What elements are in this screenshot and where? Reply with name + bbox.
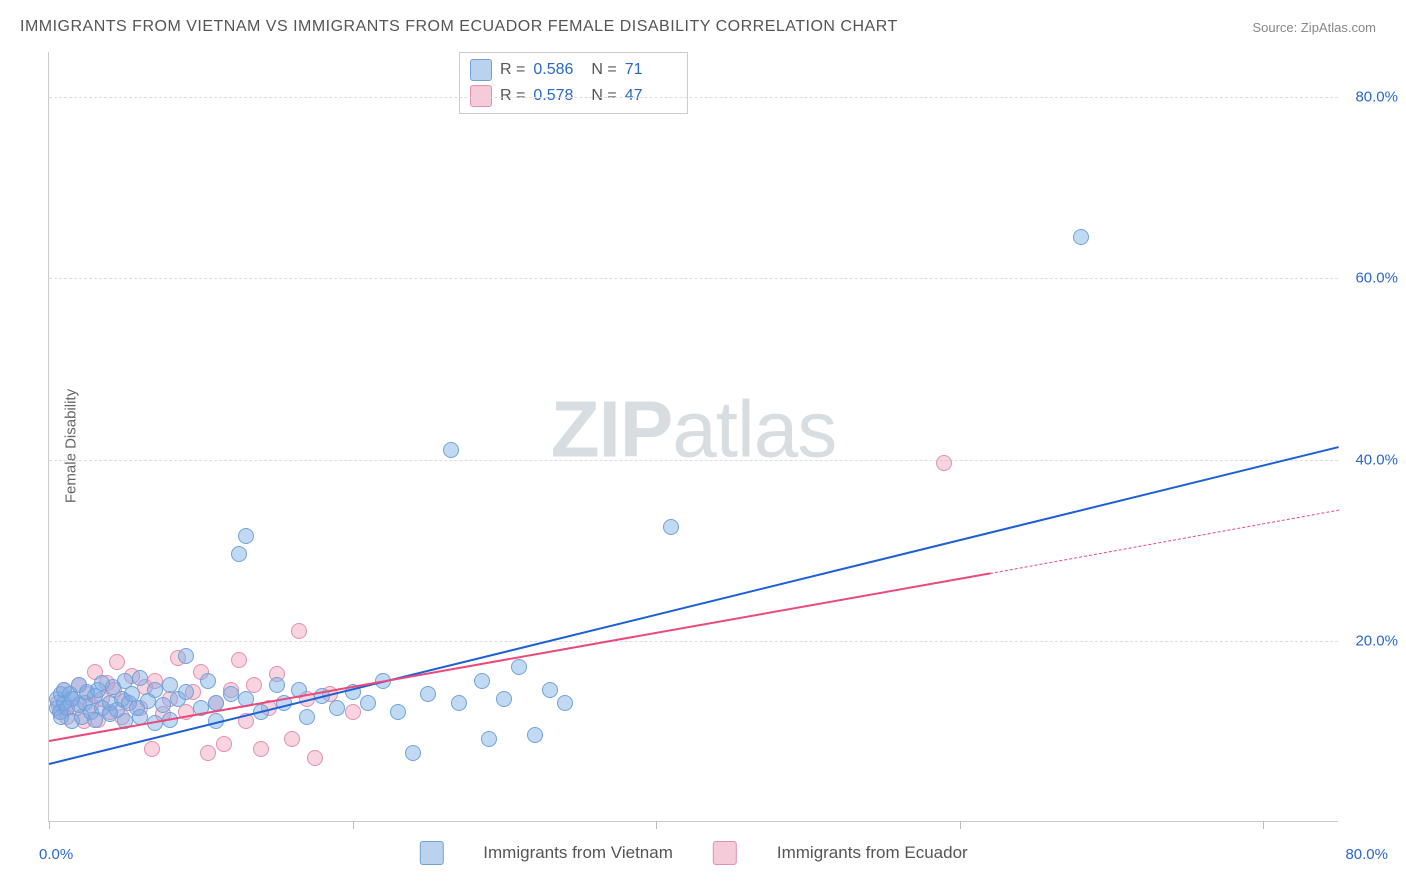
data-point (542, 682, 558, 698)
legend-bottom-swatch-0 (419, 841, 443, 865)
data-point (178, 684, 194, 700)
data-point (360, 695, 376, 711)
legend-stats: R = 0.586 N = 71 R = 0.578 N = 47 (459, 52, 688, 114)
x-tick (49, 821, 50, 829)
legend-stats-row-1: R = 0.578 N = 47 (470, 83, 675, 109)
x-tick (656, 821, 657, 829)
data-point (405, 745, 421, 761)
legend-bottom: Immigrants from Vietnam Immigrants from … (419, 841, 967, 865)
legend-stats-row-0: R = 0.586 N = 71 (470, 57, 675, 83)
data-point (200, 745, 216, 761)
data-point (329, 700, 345, 716)
data-point (269, 677, 285, 693)
data-point (496, 691, 512, 707)
x-tick-end: 80.0% (1345, 846, 1388, 863)
gridline (49, 460, 1338, 461)
y-tick-label: 40.0% (1343, 451, 1398, 468)
source-label: Source: ZipAtlas.com (1252, 20, 1376, 35)
y-tick-label: 20.0% (1343, 632, 1398, 649)
legend-bottom-label-0: Immigrants from Vietnam (483, 843, 673, 863)
data-point (299, 709, 315, 725)
data-point (420, 686, 436, 702)
data-point (936, 455, 952, 471)
data-point (474, 673, 490, 689)
n-value-0: 71 (625, 61, 675, 79)
data-point (1073, 229, 1089, 245)
data-point (200, 673, 216, 689)
r-value-0: 0.586 (533, 61, 583, 79)
data-point (144, 741, 160, 757)
legend-swatch-1 (470, 85, 492, 107)
data-point (223, 686, 239, 702)
r-label-0: R = (500, 61, 525, 79)
data-point (307, 750, 323, 766)
data-point (238, 528, 254, 544)
data-point (390, 704, 406, 720)
x-tick (960, 821, 961, 829)
data-point (511, 659, 527, 675)
gridline (49, 97, 1338, 98)
x-tick (1263, 821, 1264, 829)
plot-area: ZIPatlas R = 0.586 N = 71 R = 0.578 N = … (48, 52, 1338, 822)
data-point (527, 727, 543, 743)
data-point (481, 731, 497, 747)
r-value-1: 0.578 (533, 87, 583, 105)
n-value-1: 47 (625, 87, 675, 105)
data-point (451, 695, 467, 711)
y-tick-label: 80.0% (1343, 89, 1398, 106)
legend-bottom-swatch-1 (713, 841, 737, 865)
r-label-1: R = (500, 87, 525, 105)
legend-swatch-0 (470, 59, 492, 81)
n-label-0: N = (591, 61, 616, 79)
data-point (443, 442, 459, 458)
watermark: ZIPatlas (551, 383, 836, 475)
data-point (253, 741, 269, 757)
gridline (49, 278, 1338, 279)
data-point (345, 704, 361, 720)
data-point (178, 648, 194, 664)
chart-title: IMMIGRANTS FROM VIETNAM VS IMMIGRANTS FR… (20, 18, 898, 36)
n-label-1: N = (591, 87, 616, 105)
data-point (284, 731, 300, 747)
data-point (231, 546, 247, 562)
data-point (147, 682, 163, 698)
data-point (557, 695, 573, 711)
data-point (231, 652, 247, 668)
x-tick-start: 0.0% (39, 846, 73, 863)
trendline (49, 446, 1339, 765)
y-tick-label: 60.0% (1343, 270, 1398, 287)
data-point (663, 519, 679, 535)
x-tick (353, 821, 354, 829)
data-point (291, 623, 307, 639)
legend-bottom-label-1: Immigrants from Ecuador (777, 843, 968, 863)
data-point (109, 654, 125, 670)
data-point (132, 670, 148, 686)
data-point (216, 736, 232, 752)
gridline (49, 641, 1338, 642)
